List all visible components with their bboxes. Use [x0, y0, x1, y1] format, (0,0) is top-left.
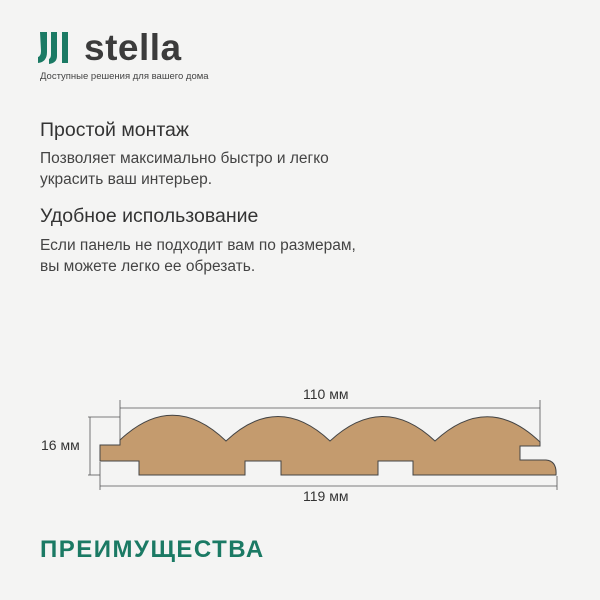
- dimension-width-total: 119 мм: [303, 488, 349, 504]
- panel-profile-shape: [99, 414, 557, 476]
- footer-title: ПРЕИМУЩЕСТВА: [40, 536, 265, 563]
- feature-text-1-line-2: украсить ваш интерьер.: [40, 171, 213, 188]
- stella-logo-icon: [38, 32, 68, 64]
- feature-title-2: Удобное использование: [40, 205, 259, 227]
- brand-name: stella: [84, 27, 182, 68]
- feature-text-2-line-1: Если панель не подходит вам по размерам,: [40, 237, 356, 254]
- brand-tagline: Доступные решения для вашего дома: [40, 71, 209, 82]
- dimension-lines: [88, 400, 558, 490]
- feature-title-1: Простой монтаж: [40, 119, 189, 141]
- dimension-width-visible: 110 мм: [303, 386, 349, 402]
- dimension-thickness: 16 мм: [41, 437, 80, 453]
- feature-text-2-line-2: вы можете легко ее обрезать.: [40, 258, 256, 275]
- feature-text-1-line-1: Позволяет максимально быстро и легко: [40, 150, 329, 167]
